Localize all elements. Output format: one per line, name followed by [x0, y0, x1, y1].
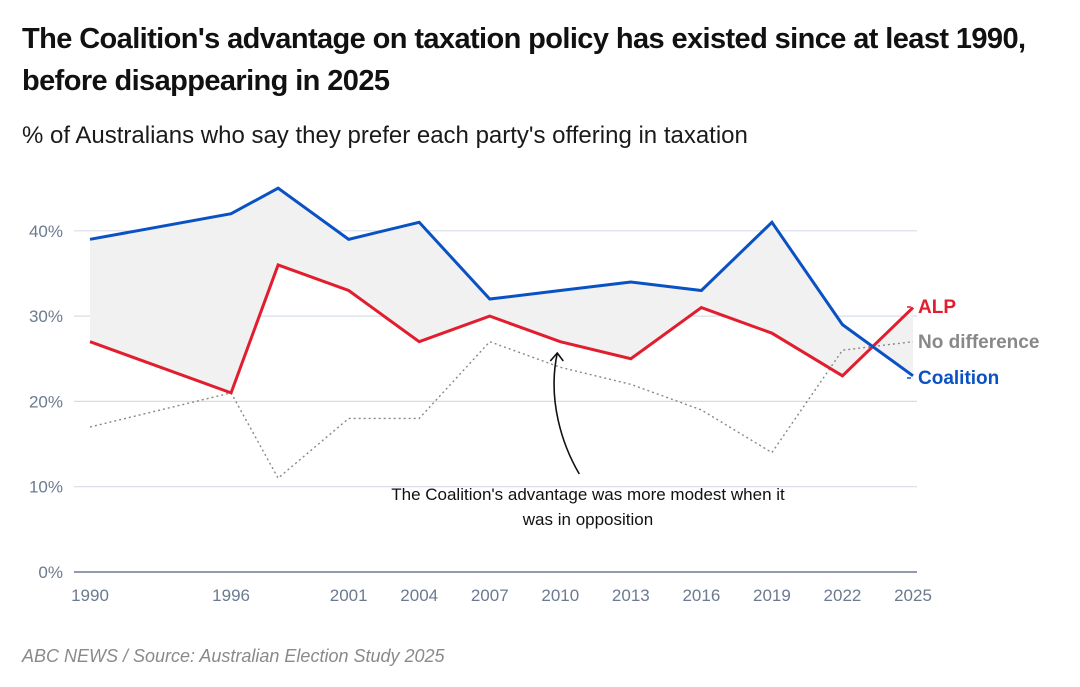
x-tick-label: 2025 — [894, 586, 932, 605]
annotation-arrow — [553, 352, 580, 475]
annotation-arrowhead — [549, 351, 564, 362]
series-line-coalition — [89, 186, 914, 378]
x-tick-label: 2004 — [400, 586, 438, 605]
y-tick-label: 0% — [38, 563, 63, 582]
y-tick-label: 20% — [29, 392, 63, 411]
series-lines — [89, 186, 915, 480]
x-tick-label: 1990 — [71, 586, 109, 605]
y-tick-label: 30% — [29, 307, 63, 326]
y-tick-label: 10% — [29, 478, 63, 497]
x-axis-ticks: 1990 1996 2001 2004 2007 2010 2013 2016 2019 2022… — [71, 586, 932, 605]
annotation-text-line-1: The Coalition's advantage was more modes… — [391, 485, 785, 504]
series-label-no_difference: No difference — [918, 332, 1039, 353]
series-labels: Coalition ALP No difference — [907, 297, 1039, 389]
x-tick-label: 2016 — [682, 586, 720, 605]
series-label-coalition: Coalition — [918, 368, 999, 389]
gap-shaded-area — [90, 188, 913, 393]
annotation-text-line-2: was in opposition — [522, 510, 653, 529]
series-line-no_difference — [89, 340, 914, 480]
y-axis-ticks: 0% 10% 20% 30% 40% — [29, 222, 63, 582]
chart-title: The Coalition's advantage on taxation po… — [22, 23, 1026, 97]
x-tick-label: 2010 — [541, 586, 579, 605]
x-tick-label: 2022 — [824, 586, 862, 605]
series-line-alp — [89, 263, 915, 395]
x-tick-label: 1996 — [212, 586, 250, 605]
x-tick-label: 2001 — [330, 586, 368, 605]
series-label-alp: ALP — [918, 297, 956, 318]
y-tick-label: 40% — [29, 222, 63, 241]
source-footer: ABC NEWS / Source: Australian Election S… — [22, 646, 445, 666]
chart-subtitle: % of Australians who say they prefer eac… — [22, 122, 748, 149]
annotation: The Coalition's advantage was more modes… — [391, 351, 785, 529]
line-chart: 0% 10% 20% 30% 40% 1990 1996 2001 2004 2007 2010 2… — [29, 186, 1039, 605]
x-tick-label: 2013 — [612, 586, 650, 605]
x-tick-label: 2007 — [471, 586, 509, 605]
x-tick-label: 2019 — [753, 586, 791, 605]
